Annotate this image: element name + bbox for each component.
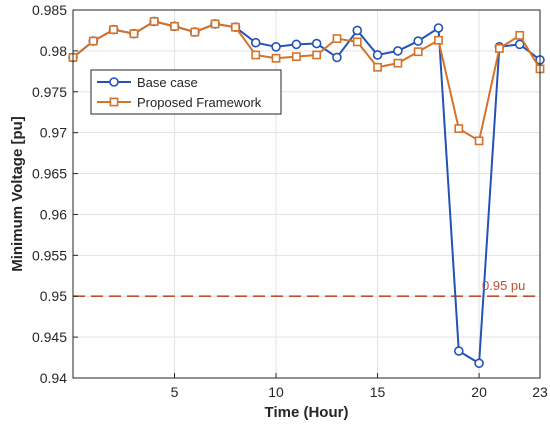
data-point: [494, 44, 504, 53]
legend-label: Base case: [137, 75, 198, 90]
data-point: [393, 58, 403, 68]
legend-box: [90, 69, 282, 115]
data-point: [332, 52, 342, 63]
data-point: [231, 22, 240, 32]
y-tick-label: 0.94: [40, 370, 67, 386]
data-point: [312, 50, 322, 60]
y-tick-label: 0.97: [40, 125, 67, 141]
x-axis-title: Time (Hour): [265, 404, 349, 421]
data-point: [210, 19, 220, 29]
legend-label: Proposed Framework: [137, 95, 262, 110]
x-tick-label: 5: [171, 384, 179, 400]
data-point: [109, 25, 119, 35]
y-tick-label: 0.975: [32, 84, 67, 100]
legend-marker: [109, 97, 119, 107]
y-tick-label: 0.98: [40, 43, 67, 59]
grid-lines: [73, 9, 541, 379]
data-point: [474, 358, 484, 369]
y-tick-label: 0.96: [40, 206, 67, 222]
series-1: [68, 17, 545, 146]
data-point: [291, 52, 301, 62]
data-point: [352, 25, 363, 36]
y-tick-label: 0.965: [32, 166, 67, 182]
data-point: [413, 36, 423, 46]
data-point: [251, 50, 261, 60]
data-point: [413, 47, 423, 57]
data-point: [515, 30, 525, 40]
data-point: [393, 46, 403, 56]
data-point: [373, 62, 382, 72]
data-point: [291, 39, 302, 50]
data-point: [474, 136, 484, 146]
data-point: [434, 35, 443, 45]
data-point: [454, 124, 464, 133]
threshold-label: 0.95 pu: [482, 278, 525, 293]
data-point: [271, 41, 281, 52]
data-point: [433, 23, 444, 33]
y-tick-label: 0.95: [40, 288, 67, 304]
data-point: [129, 29, 139, 39]
data-point: [88, 36, 98, 46]
legend-marker: [109, 77, 119, 87]
data-point: [514, 39, 525, 50]
data-point: [149, 17, 159, 26]
y-tick-label: 0.955: [32, 247, 67, 263]
data-point: [352, 37, 362, 47]
y-tick-label: 0.945: [32, 329, 67, 345]
series-group: [68, 16, 545, 369]
y-tick-label: 0.985: [32, 2, 67, 18]
y-axis-title: Minimum Voltage [pu]: [9, 116, 26, 272]
data-point: [453, 346, 464, 356]
legend: Base case Proposed Framework: [90, 69, 282, 115]
data-point: [311, 38, 322, 49]
data-point: [332, 34, 342, 44]
data-point: [170, 21, 179, 31]
x-tick-label: 20: [471, 384, 487, 400]
data-point: [372, 50, 383, 60]
x-tick-label: 15: [370, 384, 386, 400]
data-point: [190, 27, 200, 37]
y-axis-ticks: 0.94 0.945 0.95 0.955 0.96 0.965 0.97 0.975 0.98…: [32, 2, 78, 386]
x-axis-ticks: 5 10 15 20 23: [171, 373, 548, 400]
x-tick-label: 10: [268, 384, 284, 400]
data-point: [271, 53, 281, 63]
x-tick-label: 23: [532, 384, 548, 400]
data-point: [250, 37, 261, 48]
plot-frame: [72, 9, 541, 379]
